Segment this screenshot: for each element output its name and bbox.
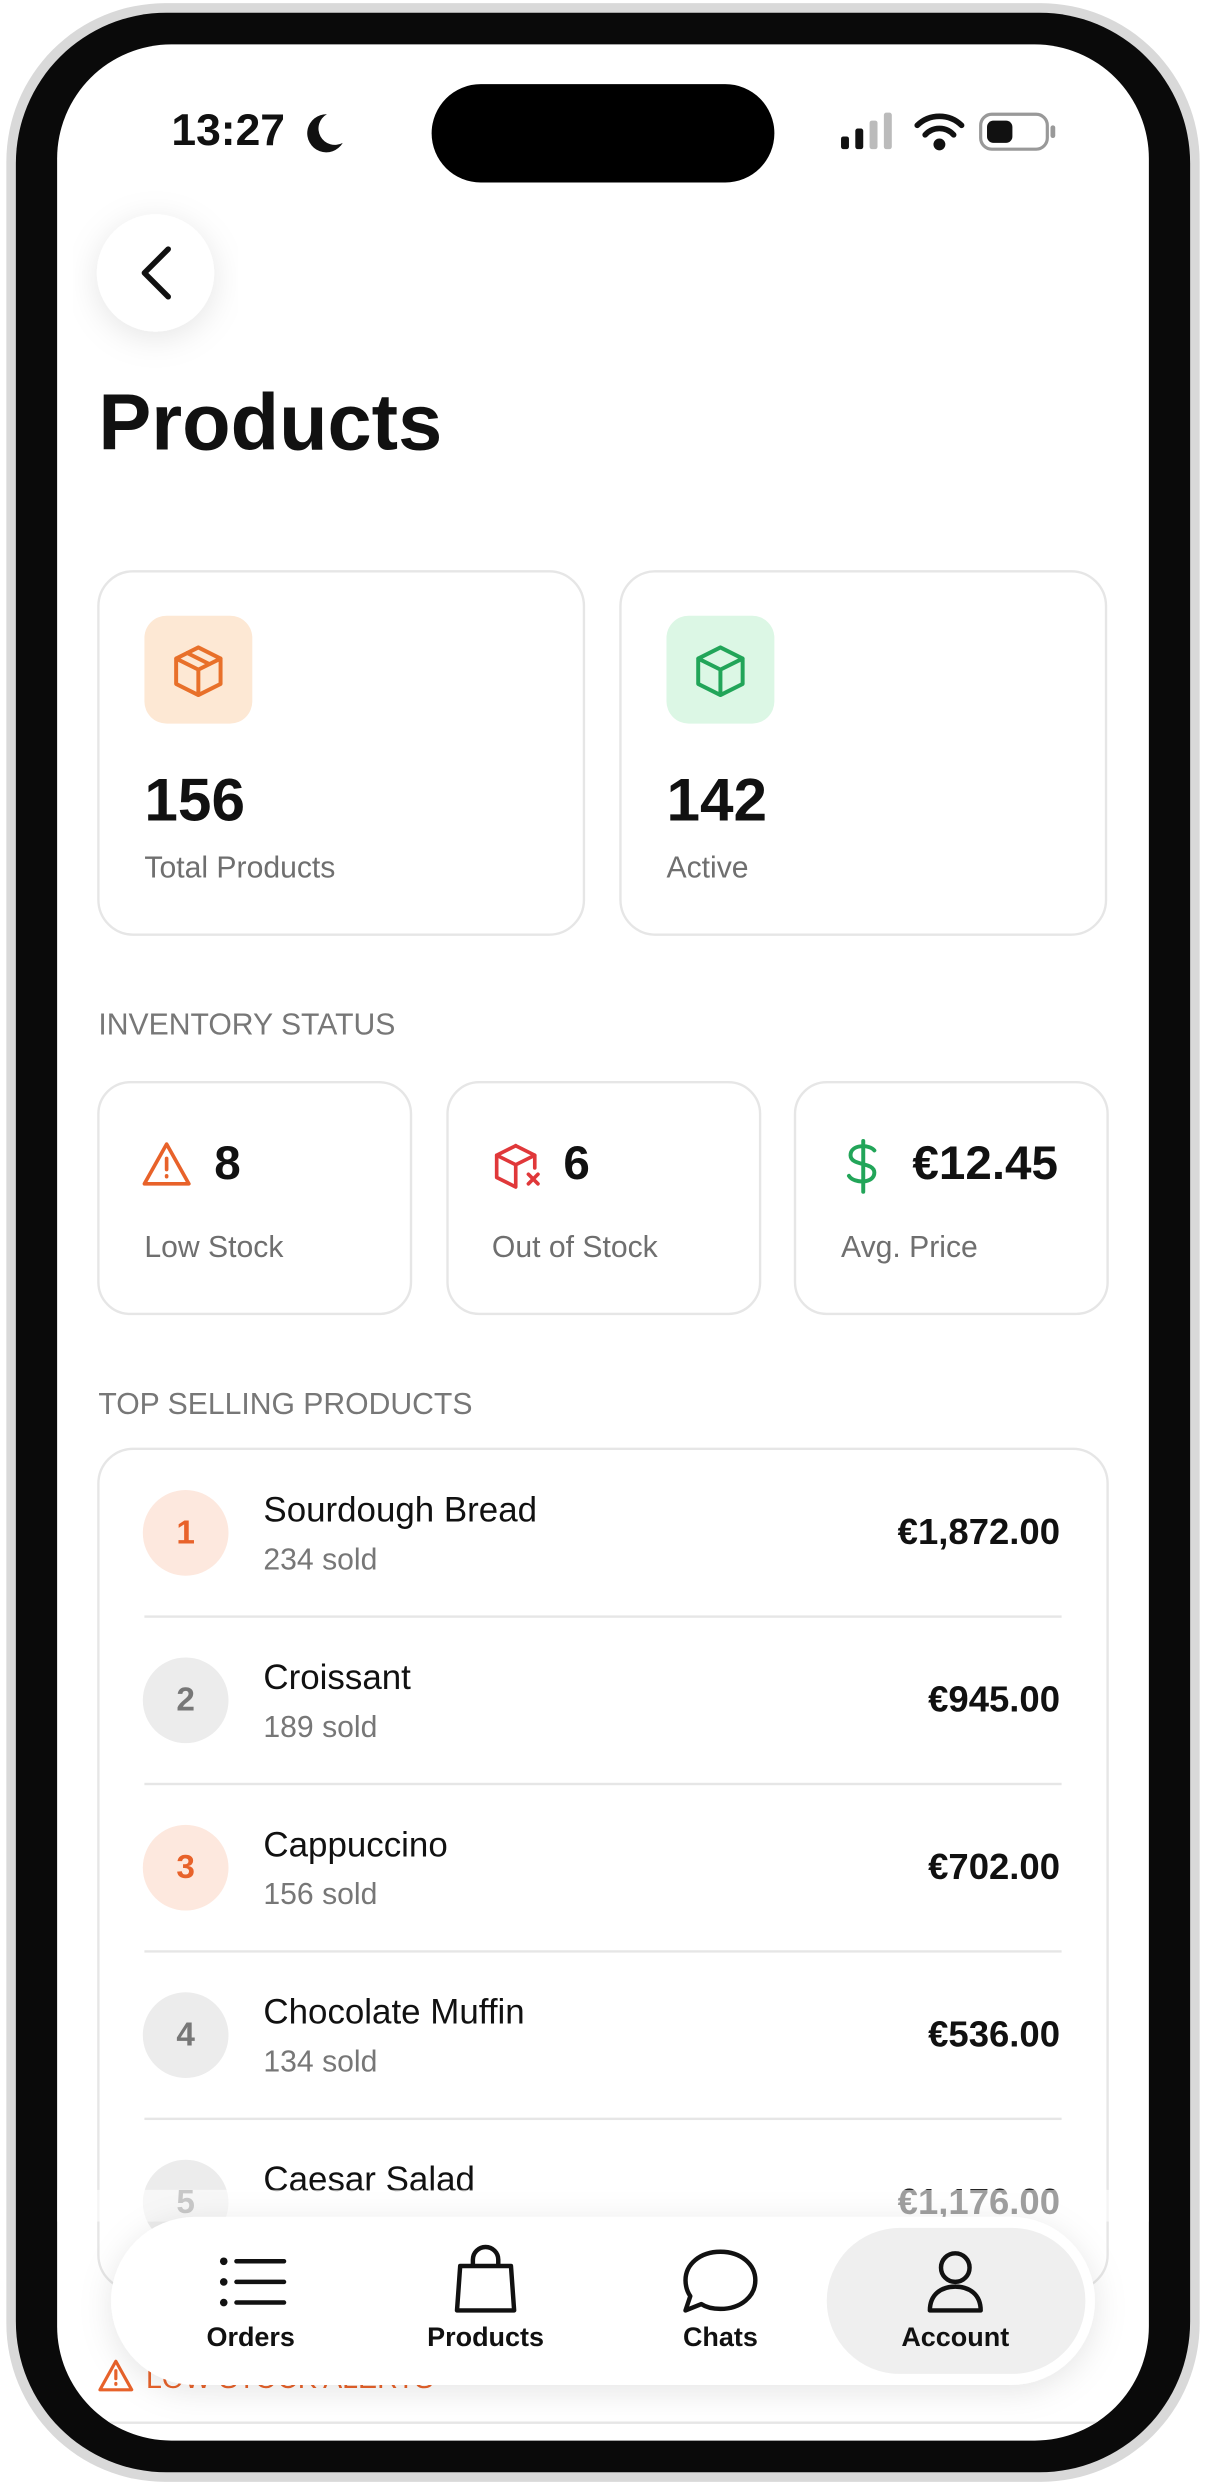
rank: 4	[176, 2017, 195, 2054]
status-time: 13:27	[171, 106, 285, 155]
divider	[144, 1782, 1062, 1786]
section-title: TOP SELLING PRODUCTS	[98, 1388, 472, 1421]
inventory-value: €12.45	[912, 1137, 1058, 1190]
divider	[144, 1950, 1062, 1953]
back-button[interactable]	[96, 214, 215, 332]
box-x-icon	[494, 1143, 540, 1189]
nav-icons	[219, 2244, 983, 2313]
rows: 1 Sourdough Bread 234 sold €1,872.00 2 Croiss…	[142, 1490, 1062, 2246]
rank: 3	[176, 1849, 195, 1886]
product-revenue: €945.00	[928, 1679, 1060, 1720]
nav-labels: Orders Products Chats Account	[206, 2322, 1009, 2352]
battery-icon	[979, 112, 1056, 151]
product-revenue: €536.00	[928, 2013, 1060, 2054]
box-icon	[696, 645, 745, 698]
rank-badge	[142, 1824, 229, 1911]
product-name: Croissant	[263, 1658, 411, 1697]
box-icon	[174, 645, 223, 698]
rank-badge	[142, 1657, 229, 1744]
inventory-card	[793, 1081, 1109, 1316]
content: 13:27 Products 156 Total Products 142 Ac…	[57, 84, 1149, 2424]
signal-icon	[841, 112, 892, 150]
fade	[57, 2189, 1149, 2222]
inventory-label: Avg. Price	[841, 1231, 978, 1264]
inventory-value: 6	[563, 1137, 589, 1190]
rank-badge	[142, 1490, 229, 1576]
dynamic-island	[431, 84, 775, 183]
product-sold: 156 sold	[263, 1878, 377, 1911]
inventory-card	[97, 1081, 413, 1316]
stat-label: Active	[666, 852, 748, 885]
stat-label: Total Products	[144, 852, 335, 885]
product-revenue: €1,872.00	[898, 1511, 1060, 1552]
product-sold: 234 sold	[263, 1543, 377, 1576]
warning-icon	[98, 2359, 134, 2392]
nav-label[interactable]: Products	[427, 2322, 544, 2352]
inventory-value: 8	[214, 1137, 240, 1190]
inventory-label: Low Stock	[144, 1231, 284, 1264]
product-revenue: €702.00	[928, 1846, 1060, 1887]
page-title: Products	[98, 377, 442, 466]
product-name: Sourdough Bread	[263, 1490, 537, 1529]
product-name: Chocolate Muffin	[263, 1993, 524, 2032]
rank-badge	[142, 1992, 229, 2078]
product-sold: 189 sold	[263, 1711, 377, 1744]
nav-label[interactable]: Chats	[683, 2322, 758, 2352]
dollar-icon	[846, 1138, 877, 1194]
stat-value: 142	[666, 765, 767, 833]
nav-active-pill	[826, 2227, 1086, 2374]
product-sold: 134 sold	[263, 2046, 377, 2079]
back-icon	[141, 246, 171, 300]
inventory-card	[446, 1081, 762, 1316]
divider	[98, 2421, 1108, 2424]
moon-icon	[307, 114, 343, 153]
divider	[144, 1615, 1062, 1618]
nav-label[interactable]: Account	[901, 2322, 1009, 2352]
wifi-icon	[914, 113, 965, 151]
inventory-label: Out of Stock	[492, 1231, 659, 1264]
divider	[144, 2117, 1062, 2121]
rank: 2	[176, 1682, 195, 1719]
rank: 1	[176, 1514, 195, 1551]
stat-value: 156	[144, 765, 245, 833]
product-name: Cappuccino	[263, 1825, 447, 1864]
nav-label[interactable]: Orders	[206, 2322, 294, 2352]
section-title: INVENTORY STATUS	[98, 1009, 395, 1042]
warning-icon	[142, 1142, 191, 1186]
